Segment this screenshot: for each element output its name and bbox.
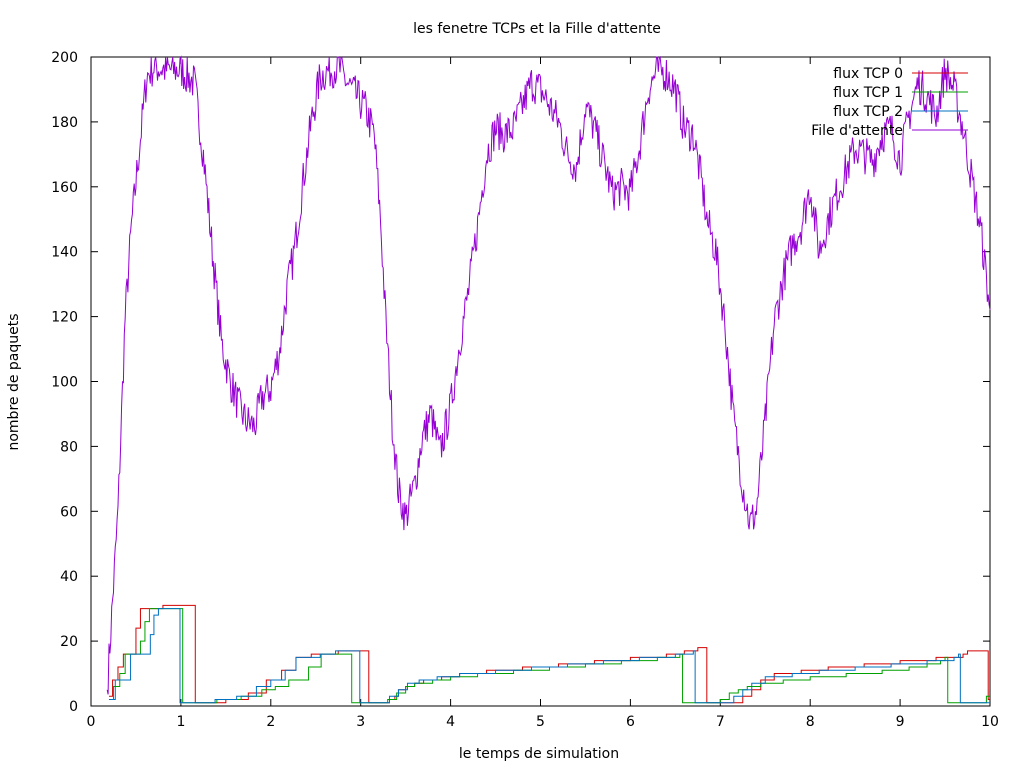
x-tick-label: 1 (176, 714, 185, 730)
y-tick-label: 180 (51, 115, 78, 131)
x-tick-label: 0 (87, 714, 96, 730)
y-axis-label: nombre de paquets (6, 313, 22, 450)
x-tick-label: 7 (716, 714, 725, 730)
x-tick-label: 9 (896, 714, 905, 730)
y-tick-label: 80 (60, 439, 78, 455)
y-tick-label: 20 (60, 634, 78, 650)
y-tick-label: 0 (69, 699, 78, 715)
series-layer (106, 55, 991, 704)
legend: flux TCP 0 flux TCP 1 flux TCP 2 File d'att… (811, 66, 968, 139)
chart-title: les fenetre TCPs et la Fille d'attente (413, 21, 661, 37)
series-line-2 (108, 608, 990, 704)
x-tick-label: 6 (626, 714, 635, 730)
y-tick-label: 160 (51, 180, 78, 196)
y-tick-label: 140 (51, 245, 78, 261)
series-line-0 (108, 604, 990, 704)
x-tick-label: 3 (356, 714, 365, 730)
x-tick-label: 5 (536, 714, 545, 730)
y-tick-label: 60 (60, 504, 78, 520)
x-tick-label: 2 (266, 714, 275, 730)
y-tick-label: 40 (60, 569, 78, 585)
series-line-1 (108, 608, 990, 704)
legend-label-1: flux TCP 1 (833, 85, 903, 101)
legend-label-0: flux TCP 0 (833, 66, 903, 82)
y-tick-label: 200 (51, 50, 78, 66)
x-tick-label: 8 (806, 714, 815, 730)
series-line-3 (106, 55, 991, 695)
legend-label-3: File d'attente (811, 123, 903, 139)
x-tick-label: 10 (981, 714, 999, 730)
y-tick-label: 120 (51, 310, 78, 326)
y-tick-label: 100 (51, 375, 78, 391)
x-axis-label: le temps de simulation (459, 746, 619, 762)
legend-label-2: flux TCP 2 (833, 104, 903, 120)
x-tick-label: 4 (446, 714, 455, 730)
